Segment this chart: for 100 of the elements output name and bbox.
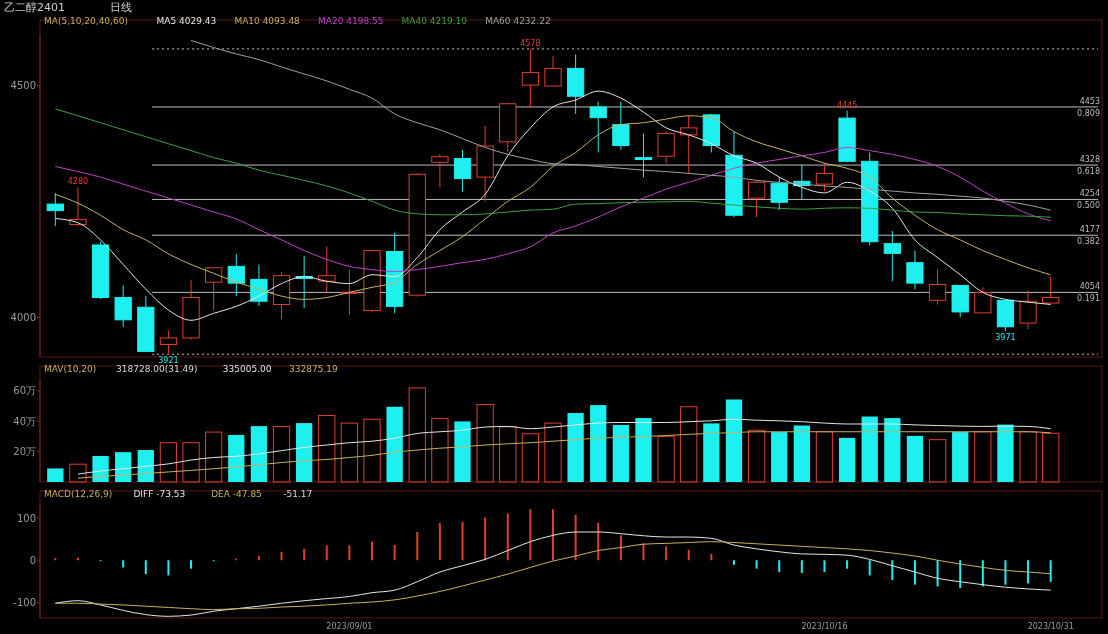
bar <box>815 431 834 483</box>
x-tick-label: 2023/10/31 <box>1027 622 1074 631</box>
bar <box>122 560 125 568</box>
candlestick <box>1019 290 1037 330</box>
x-tick-label: 2023/09/01 <box>326 622 373 631</box>
candlestick <box>906 250 924 290</box>
bar <box>529 509 532 561</box>
bar <box>144 560 147 575</box>
bar <box>800 560 803 573</box>
bar <box>906 435 924 482</box>
text: DIFF -73.53 <box>133 489 186 499</box>
bar <box>635 418 652 482</box>
bar <box>272 425 291 483</box>
bar <box>431 417 449 483</box>
bar <box>340 422 359 483</box>
y-tick-label: 4500 <box>10 79 36 91</box>
bar <box>597 522 600 561</box>
bar <box>167 560 170 576</box>
bar <box>454 421 471 482</box>
bar <box>771 432 788 482</box>
bar <box>590 405 607 482</box>
bar <box>793 425 810 482</box>
ref-line-label: 4177 0.382 <box>1077 225 1100 247</box>
bar <box>567 413 584 482</box>
text: DEA -47.85 <box>211 489 262 499</box>
bar <box>386 406 403 482</box>
bar <box>182 442 200 483</box>
bar <box>974 431 992 483</box>
legend-title: MAV(10,20) <box>44 364 97 374</box>
bar <box>348 545 351 561</box>
y-tick-label: 4000 <box>10 312 36 323</box>
candlestick <box>883 230 901 282</box>
candlestick <box>974 286 992 314</box>
text: 332875.19 <box>289 364 338 374</box>
y-tick-label: -100 <box>13 596 36 608</box>
bar <box>778 560 781 573</box>
bar <box>205 431 223 483</box>
bar <box>868 560 871 576</box>
bar <box>1049 560 1052 582</box>
y-tick-label: 40万 <box>13 415 36 427</box>
bar <box>846 560 849 569</box>
line-series <box>54 541 1052 611</box>
y-tick-label: 20万 <box>13 446 36 458</box>
x-tick-label: 2023/10/16 <box>801 622 848 631</box>
candlestick <box>1042 276 1060 304</box>
bar <box>296 423 313 482</box>
candlestick <box>318 245 336 293</box>
bar <box>703 423 720 482</box>
bar <box>499 426 517 483</box>
bar <box>725 399 743 482</box>
candlestick <box>431 153 449 188</box>
ref-line-label: 4453 0.809 <box>1077 96 1100 118</box>
bar <box>544 422 562 483</box>
y-tick-label: 0 <box>29 554 36 566</box>
bar <box>280 551 283 561</box>
bar <box>710 553 713 561</box>
bar <box>476 404 494 483</box>
bar <box>228 434 245 482</box>
candlestick <box>657 131 675 164</box>
chart-title: 乙二醇2401 <box>4 1 65 14</box>
bar <box>838 437 856 482</box>
candlestick <box>589 101 607 154</box>
candlestick <box>612 101 630 151</box>
line-series <box>54 531 1052 617</box>
text: MA5 4029.43 <box>156 16 217 26</box>
bar <box>318 414 336 483</box>
line-series <box>54 108 1052 218</box>
bar <box>612 424 630 482</box>
bar <box>438 523 441 561</box>
candlestick <box>453 149 472 193</box>
bar <box>363 418 381 483</box>
bar <box>250 426 268 482</box>
line-series <box>54 115 1052 300</box>
bar <box>115 452 132 482</box>
ref-line-label: 4328 0.618 <box>1077 155 1100 177</box>
bar <box>747 429 766 483</box>
candlestick <box>114 284 132 328</box>
y-tick-label: 60万 <box>13 385 36 397</box>
bar <box>506 513 509 561</box>
bar <box>1042 432 1060 483</box>
bar <box>642 543 645 561</box>
text: 318728.00(31.49) <box>116 364 198 374</box>
bar <box>461 521 464 561</box>
y-tick-label: 100 <box>16 512 36 524</box>
candlestick <box>46 192 64 227</box>
bar <box>371 541 374 561</box>
bar <box>1027 560 1030 584</box>
bar <box>54 558 57 561</box>
bar <box>408 387 426 483</box>
bar <box>393 545 396 561</box>
bar <box>755 560 758 569</box>
bar <box>952 432 969 482</box>
bar <box>884 418 901 482</box>
annotation: 3971 <box>995 332 1016 342</box>
text: MA20 4198.55 <box>318 16 384 26</box>
line-series <box>77 431 1052 479</box>
bar <box>823 560 826 573</box>
bar <box>687 549 690 561</box>
legend-title: MACD(12,26,9) <box>44 489 113 499</box>
text: MA40 4219.10 <box>401 16 468 26</box>
